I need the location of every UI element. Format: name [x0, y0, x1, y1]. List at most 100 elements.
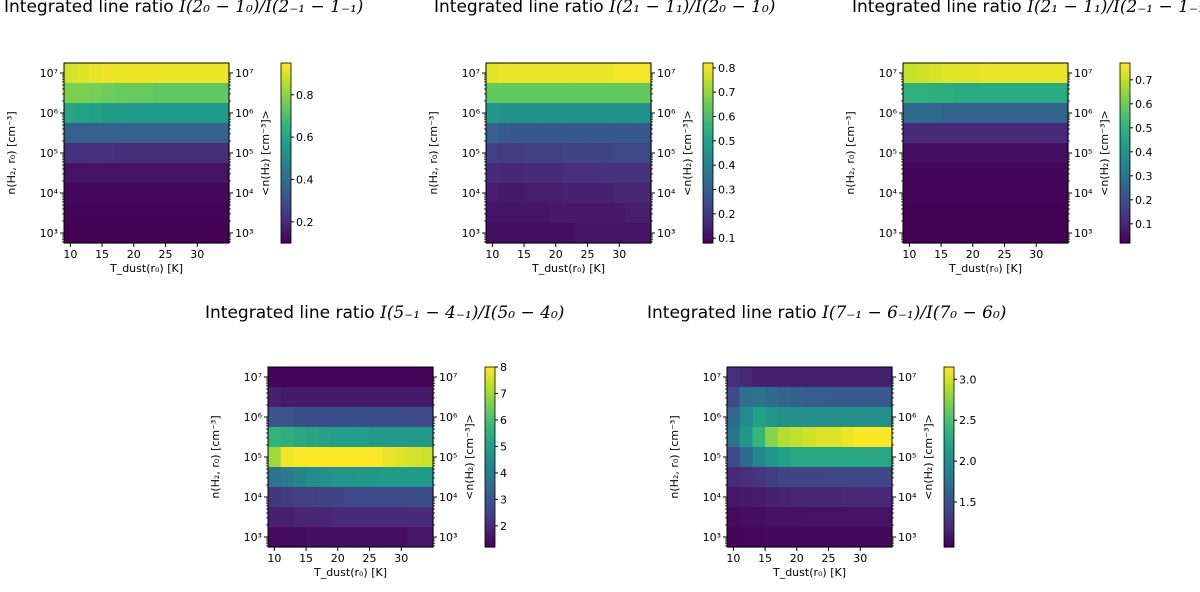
colorbar-segment	[485, 544, 495, 548]
heatmap-cell	[331, 467, 345, 488]
colorbar-segment	[703, 141, 713, 145]
colorbar-segment	[944, 448, 954, 452]
heatmap-cell	[420, 387, 434, 408]
colorbar-segment	[281, 111, 291, 115]
colorbar-tick-label: 6	[500, 414, 507, 427]
heatmap-cell	[420, 407, 434, 428]
colorbar-segment	[1120, 207, 1130, 211]
heatmap-cell	[562, 123, 576, 144]
heatmap-cell	[280, 427, 294, 448]
heatmap-cell	[953, 223, 968, 244]
heatmap-cell	[152, 203, 167, 224]
heatmap-cell	[1042, 123, 1056, 144]
heatmap-cell	[638, 183, 652, 204]
heatmap-cell	[498, 163, 512, 184]
heatmap-cell	[1004, 223, 1018, 244]
heatmap-cell	[600, 203, 614, 224]
heatmap-cell	[76, 163, 90, 184]
heatmap-cell	[866, 387, 880, 408]
colorbar-segment	[1120, 81, 1130, 85]
heatmap-cell	[420, 487, 434, 508]
colorbar-frame	[1119, 62, 1131, 244]
heatmap-cell	[915, 63, 929, 84]
heatmap-cell	[1017, 63, 1031, 84]
heatmap-cell	[562, 203, 576, 224]
heatmap-cell	[612, 163, 627, 184]
heatmap-cell	[562, 103, 576, 124]
heatmap-cell	[915, 123, 929, 144]
heatmap-cell	[369, 387, 383, 408]
colorbar-segment	[1120, 99, 1130, 103]
heatmap-cell	[203, 203, 217, 224]
colorbar-segment	[281, 87, 291, 91]
heatmap-cell	[190, 103, 205, 124]
colorbar-segment	[703, 66, 713, 70]
heatmap-cell	[853, 527, 868, 548]
colorbar-segment	[485, 517, 495, 521]
heatmap-cell	[928, 163, 942, 184]
heatmap-cell	[216, 183, 230, 204]
y-axis-label-right: <n(H₂) [cm⁻³]>	[1098, 110, 1111, 196]
colorbar-segment	[703, 84, 713, 88]
heatmap-cell	[739, 407, 753, 428]
heatmap-cell	[76, 63, 90, 84]
heatmap-cell	[903, 183, 917, 204]
heatmap-cell	[727, 527, 741, 548]
colorbar-segment	[1120, 216, 1130, 220]
colorbar-segment	[703, 111, 713, 115]
colorbar-tick-label: 2	[500, 520, 507, 533]
heatmap-cell	[127, 83, 141, 104]
heatmap-cell	[76, 203, 90, 224]
heatmap-cell	[979, 63, 993, 84]
heatmap-cell	[625, 143, 639, 164]
heatmap-cell	[140, 223, 154, 244]
heatmap-cell	[1017, 143, 1031, 164]
heatmap-cell	[394, 447, 409, 468]
colorbar-segment	[281, 117, 291, 121]
heatmap-cell	[815, 487, 830, 508]
colorbar-segment	[703, 135, 713, 139]
heatmap-cell	[369, 367, 383, 388]
heatmap-cell	[1055, 183, 1069, 204]
heatmap-cell	[280, 487, 294, 508]
heatmap-cell	[1042, 183, 1056, 204]
heatmap-cell	[953, 83, 968, 104]
colorbar-segment	[485, 448, 495, 452]
panel-3-title: Integrated line ratio I(2₁ − 1₁)/I(2₋₁ −…	[852, 0, 1200, 17]
heatmap-cell	[331, 367, 345, 388]
heatmap-cell	[790, 487, 804, 508]
heatmap-cell	[815, 447, 830, 468]
y-right-tick-label: 10⁴	[657, 187, 676, 200]
heatmap-cell	[828, 527, 842, 548]
heatmap-cell	[64, 123, 78, 144]
colorbar-segment	[944, 394, 954, 398]
colorbar-segment	[281, 81, 291, 85]
heatmap-cell	[203, 163, 217, 184]
heatmap-cell	[536, 103, 551, 124]
colorbar-segment	[1120, 144, 1130, 148]
colorbar-segment	[944, 433, 954, 437]
colorbar-segment	[703, 201, 713, 205]
heatmap-cell	[1029, 143, 1044, 164]
heatmap-cell	[638, 203, 652, 224]
heatmap-cell	[152, 123, 167, 144]
colorbar-segment	[944, 529, 954, 533]
heatmap-cell	[549, 103, 563, 124]
heatmap-cell	[765, 507, 779, 528]
y-right-tick-label: 10⁵	[1074, 147, 1092, 160]
y-right-tick-label: 10⁶	[657, 107, 676, 120]
colorbar-segment	[944, 532, 954, 536]
heatmap-cell	[841, 507, 855, 528]
colorbar-segment	[281, 93, 291, 97]
heatmap-cell	[739, 427, 753, 448]
colorbar-segment	[944, 421, 954, 425]
colorbar-segment	[703, 216, 713, 220]
colorbar-segment	[703, 210, 713, 214]
heatmap-cell	[114, 123, 129, 144]
y-right-tick-label: 10⁵	[235, 147, 253, 160]
colorbar-segment	[281, 219, 291, 223]
heatmap-cell	[306, 427, 320, 448]
heatmap-cell	[562, 143, 576, 164]
heatmap-cell	[524, 183, 538, 204]
heatmap-cell	[356, 527, 371, 548]
